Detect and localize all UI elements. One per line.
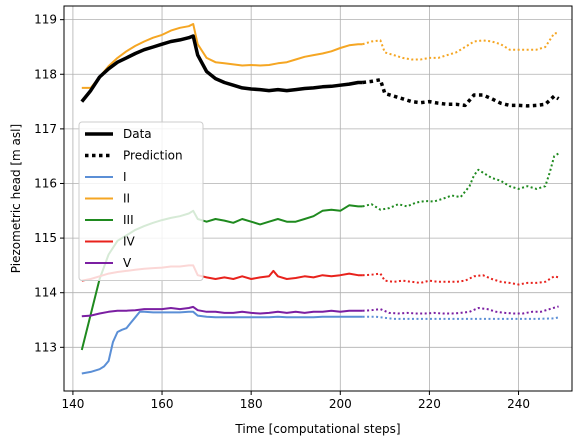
- series-line-i-pred: [362, 315, 559, 320]
- y-tick-label: 113: [34, 340, 57, 354]
- y-tick-label: 119: [34, 13, 57, 27]
- series-line-data: [80, 34, 363, 103]
- series-line-iv-pred: [362, 272, 559, 286]
- y-tick-label: 116: [34, 176, 57, 190]
- y-axis-label: Piezometric head [m asl]: [9, 124, 23, 273]
- series-line-v-pred: [362, 305, 559, 315]
- series-line-v: [81, 305, 363, 318]
- y-tick-label: 118: [34, 67, 57, 81]
- y-tick-label: 117: [34, 122, 57, 136]
- series-line-ii-pred: [362, 32, 559, 61]
- series-line-i: [81, 310, 363, 375]
- x-ticks: 140 160 180 200 220 240: [61, 391, 530, 411]
- legend-label: III: [123, 213, 134, 227]
- x-tick-label: 140: [61, 397, 84, 411]
- x-tick-label: 180: [240, 397, 263, 411]
- x-tick-label: 200: [329, 397, 352, 411]
- x-axis-label: Time [computational steps]: [234, 422, 400, 436]
- series-lines: [80, 23, 560, 375]
- legend-label: V: [123, 256, 132, 270]
- y-ticks: 113 114 115 116 117 118 119: [34, 13, 64, 354]
- x-tick-label: 220: [418, 397, 441, 411]
- y-tick-label: 114: [34, 286, 57, 300]
- y-tick-label: 115: [34, 231, 57, 245]
- legend-label: Data: [123, 127, 152, 141]
- plot-frame: [63, 5, 573, 392]
- series-line-iii-pred: [362, 152, 560, 211]
- legend-label: Prediction: [123, 149, 183, 163]
- series-line-prediction: [362, 77, 560, 108]
- legend-label: II: [123, 192, 130, 206]
- x-tick-label: 240: [507, 397, 530, 411]
- series-line-ii: [81, 23, 363, 89]
- legend-box: [78, 121, 204, 281]
- legend-label: I: [123, 170, 127, 184]
- x-tick-label: 160: [151, 397, 174, 411]
- legend-label: IV: [123, 235, 136, 249]
